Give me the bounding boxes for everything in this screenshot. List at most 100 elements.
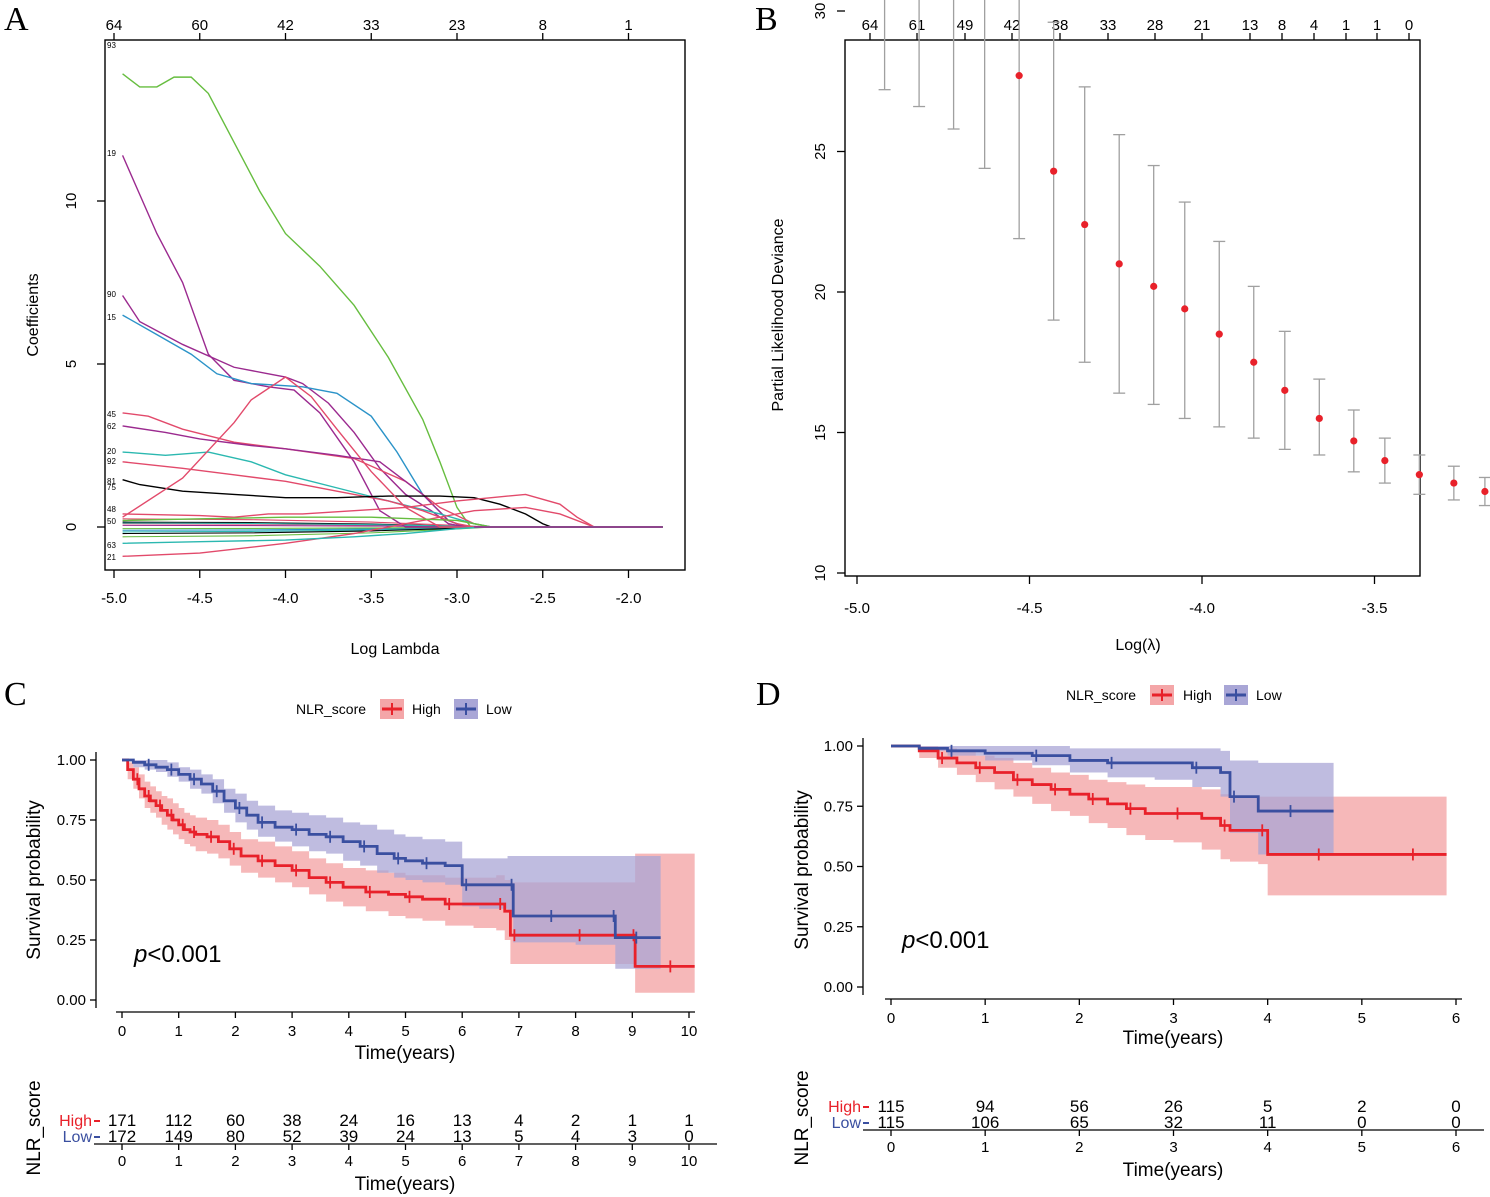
panel-b-deviance-point — [1350, 437, 1358, 445]
panel-b-deviance-point — [1215, 330, 1223, 338]
risk-x-tick-label: 5 — [401, 1153, 409, 1170]
panel-b-deviance-points — [1015, 72, 1489, 496]
panel-a-coef-line-62 — [122, 425, 663, 528]
survival-x-tick-label: 4 — [345, 1023, 353, 1040]
panel-a-x-tick-label: -3.5 — [358, 590, 384, 607]
panel-a-line-label: 50 — [107, 517, 116, 526]
risk-x-tick-label: 6 — [1452, 1139, 1460, 1156]
risk-x-tick-label: 1 — [981, 1139, 989, 1156]
panel-a-line-label: 63 — [107, 541, 116, 550]
panel-b-top-tick-label: 33 — [1100, 17, 1117, 34]
risk-low-count: 0 — [1451, 1113, 1460, 1132]
risk-high-count: 0 — [1451, 1097, 1460, 1116]
survival-y-tick-label: 0.00 — [824, 979, 853, 996]
risk-low-count: 3 — [628, 1127, 637, 1146]
panel-b-x-tick-label: -5.0 — [844, 600, 870, 617]
risk-low-count: 13 — [453, 1127, 472, 1146]
risk-x-tick-label: 2 — [1075, 1139, 1083, 1156]
panel-a-line-label: 20 — [107, 447, 116, 456]
panel-b-deviance-point — [1015, 72, 1023, 80]
panel-a-x-tick-label: -2.5 — [530, 590, 556, 607]
risk-high-count: 13 — [453, 1111, 472, 1130]
panel-c: C NLR_score High Low 0.00 0.25 0.50 0.75 1.0… — [4, 676, 717, 1195]
panel-a-plot-frame — [104, 39, 686, 571]
panel-a-line-label: 15 — [107, 313, 116, 322]
panel-b-top-tick-label: 13 — [1242, 17, 1259, 34]
panel-b-deviance-point — [1450, 479, 1458, 487]
panel-b-top-tick-label: 1 — [1342, 17, 1350, 34]
panel-b-top-tick-label: 0 — [1405, 17, 1413, 34]
panel-b-x-tick-label: -3.5 — [1362, 600, 1388, 617]
panel-b-top-tick-label: 28 — [1147, 17, 1164, 34]
panel-b-x-axis: -5.0-4.5-4.0-3.5-3.0-2.5-2.0 — [844, 576, 1388, 617]
panel-d-p-rest: <0.001 — [915, 927, 989, 954]
survival-x-tick-label: 0 — [118, 1023, 126, 1040]
survival-y-tick-label: 0.00 — [57, 992, 86, 1009]
risk-high-count: 1 — [684, 1111, 693, 1130]
risk-x-tick-label: 6 — [458, 1153, 466, 1170]
panel-b-deviance-point — [1250, 358, 1258, 366]
panel-a-y-label: Coefficients — [25, 273, 42, 356]
risk-low-count: 172 — [108, 1127, 136, 1146]
panel-c-legend-title: NLR_score — [296, 701, 366, 717]
panel-d-y-label: Survival probability — [792, 790, 813, 950]
panel-c-legend: NLR_score High Low — [296, 699, 513, 719]
risk-high-label: High — [59, 1113, 92, 1130]
risk-high-count: 26 — [1164, 1097, 1183, 1116]
panel-b-y-tick-label: 25 — [812, 143, 829, 160]
survival-x-tick-label: 6 — [1452, 1010, 1460, 1027]
panel-b-y-tick-label: 20 — [812, 284, 829, 301]
risk-low-count: 32 — [1164, 1113, 1183, 1132]
panel-b-deviance-point — [1481, 487, 1489, 496]
survival-y-tick-label: 0.50 — [57, 872, 86, 889]
survival-curve-low — [122, 758, 661, 939]
panel-d-risk-y-label: NLR_score — [792, 1070, 813, 1165]
panel-b-y-axis: 1015202530354045 — [812, 3, 845, 582]
risk-low-label: Low — [832, 1115, 862, 1132]
survival-x-tick-label: 2 — [1075, 1010, 1083, 1027]
risk-x-tick-label: 7 — [515, 1153, 523, 1170]
risk-high-count: 16 — [396, 1111, 415, 1130]
risk-low-count: 24 — [396, 1127, 415, 1146]
panel-a-x-axis: -5.0 -4.5 -4.0 -3.5 -3.0 -2.5 -2.0 — [101, 570, 641, 607]
panel-d-legend-low-label: Low — [1256, 687, 1283, 703]
panel-b-x-label: Log(λ) — [1115, 637, 1160, 654]
panel-b-top-tick-label: 64 — [862, 17, 879, 34]
survival-x-tick-label: 9 — [628, 1023, 636, 1040]
panel-b-top-tick-label: 49 — [957, 17, 974, 34]
panel-a-line-label: 92 — [107, 457, 116, 466]
panel-c-legend-high-label: High — [412, 701, 441, 717]
survival-curve-high — [122, 758, 695, 968]
panel-a-top-tick-label: 64 — [106, 17, 123, 34]
panel-b-deviance-point — [1181, 305, 1189, 313]
panel-a-line-label: 19 — [107, 149, 116, 158]
panel-b-x-tick-label: -4.5 — [1017, 600, 1043, 617]
survival-y-tick-label: 0.75 — [824, 798, 853, 815]
panel-a-coef-line-92 — [122, 461, 663, 528]
panel-a-top-axis: 64 60 42 33 23 8 1 — [106, 17, 633, 40]
risk-high-count: 60 — [226, 1111, 245, 1130]
risk-low-label: Low — [63, 1129, 93, 1146]
risk-low-count: 39 — [339, 1127, 358, 1146]
panel-a-top-tick-label: 23 — [449, 17, 466, 34]
panel-a-line-label: 81 — [107, 477, 116, 486]
panel-a: A 64 60 42 33 23 8 1 -5.0 -4.5 -4.0 -3.5 -3.0 -2.5-… — [4, 1, 686, 658]
risk-low-count: 11 — [1259, 1113, 1277, 1132]
panel-b-top-tick-label: 61 — [909, 17, 926, 34]
risk-x-tick-label: 5 — [1358, 1139, 1366, 1156]
panel-a-x-tick-label: -4.5 — [187, 590, 213, 607]
panel-a-top-tick-label: 8 — [539, 17, 547, 34]
panel-d-legend-title: NLR_score — [1066, 687, 1136, 703]
survival-x-tick-label: 2 — [231, 1023, 239, 1040]
panel-b-y-tick-label: 10 — [812, 565, 829, 582]
panel-b-top-tick-label: 1 — [1373, 17, 1381, 34]
panel-a-x-tick-label: -5.0 — [101, 590, 127, 607]
panel-a-x-tick-label: -4.0 — [273, 590, 299, 607]
panel-c-x-label: Time(years) — [355, 1043, 456, 1064]
risk-high-count: 171 — [108, 1111, 136, 1130]
panel-a-top-tick-label: 42 — [277, 17, 294, 34]
panel-a-coef-line-75 — [122, 376, 663, 528]
panel-b-deviance-point — [1115, 260, 1123, 268]
